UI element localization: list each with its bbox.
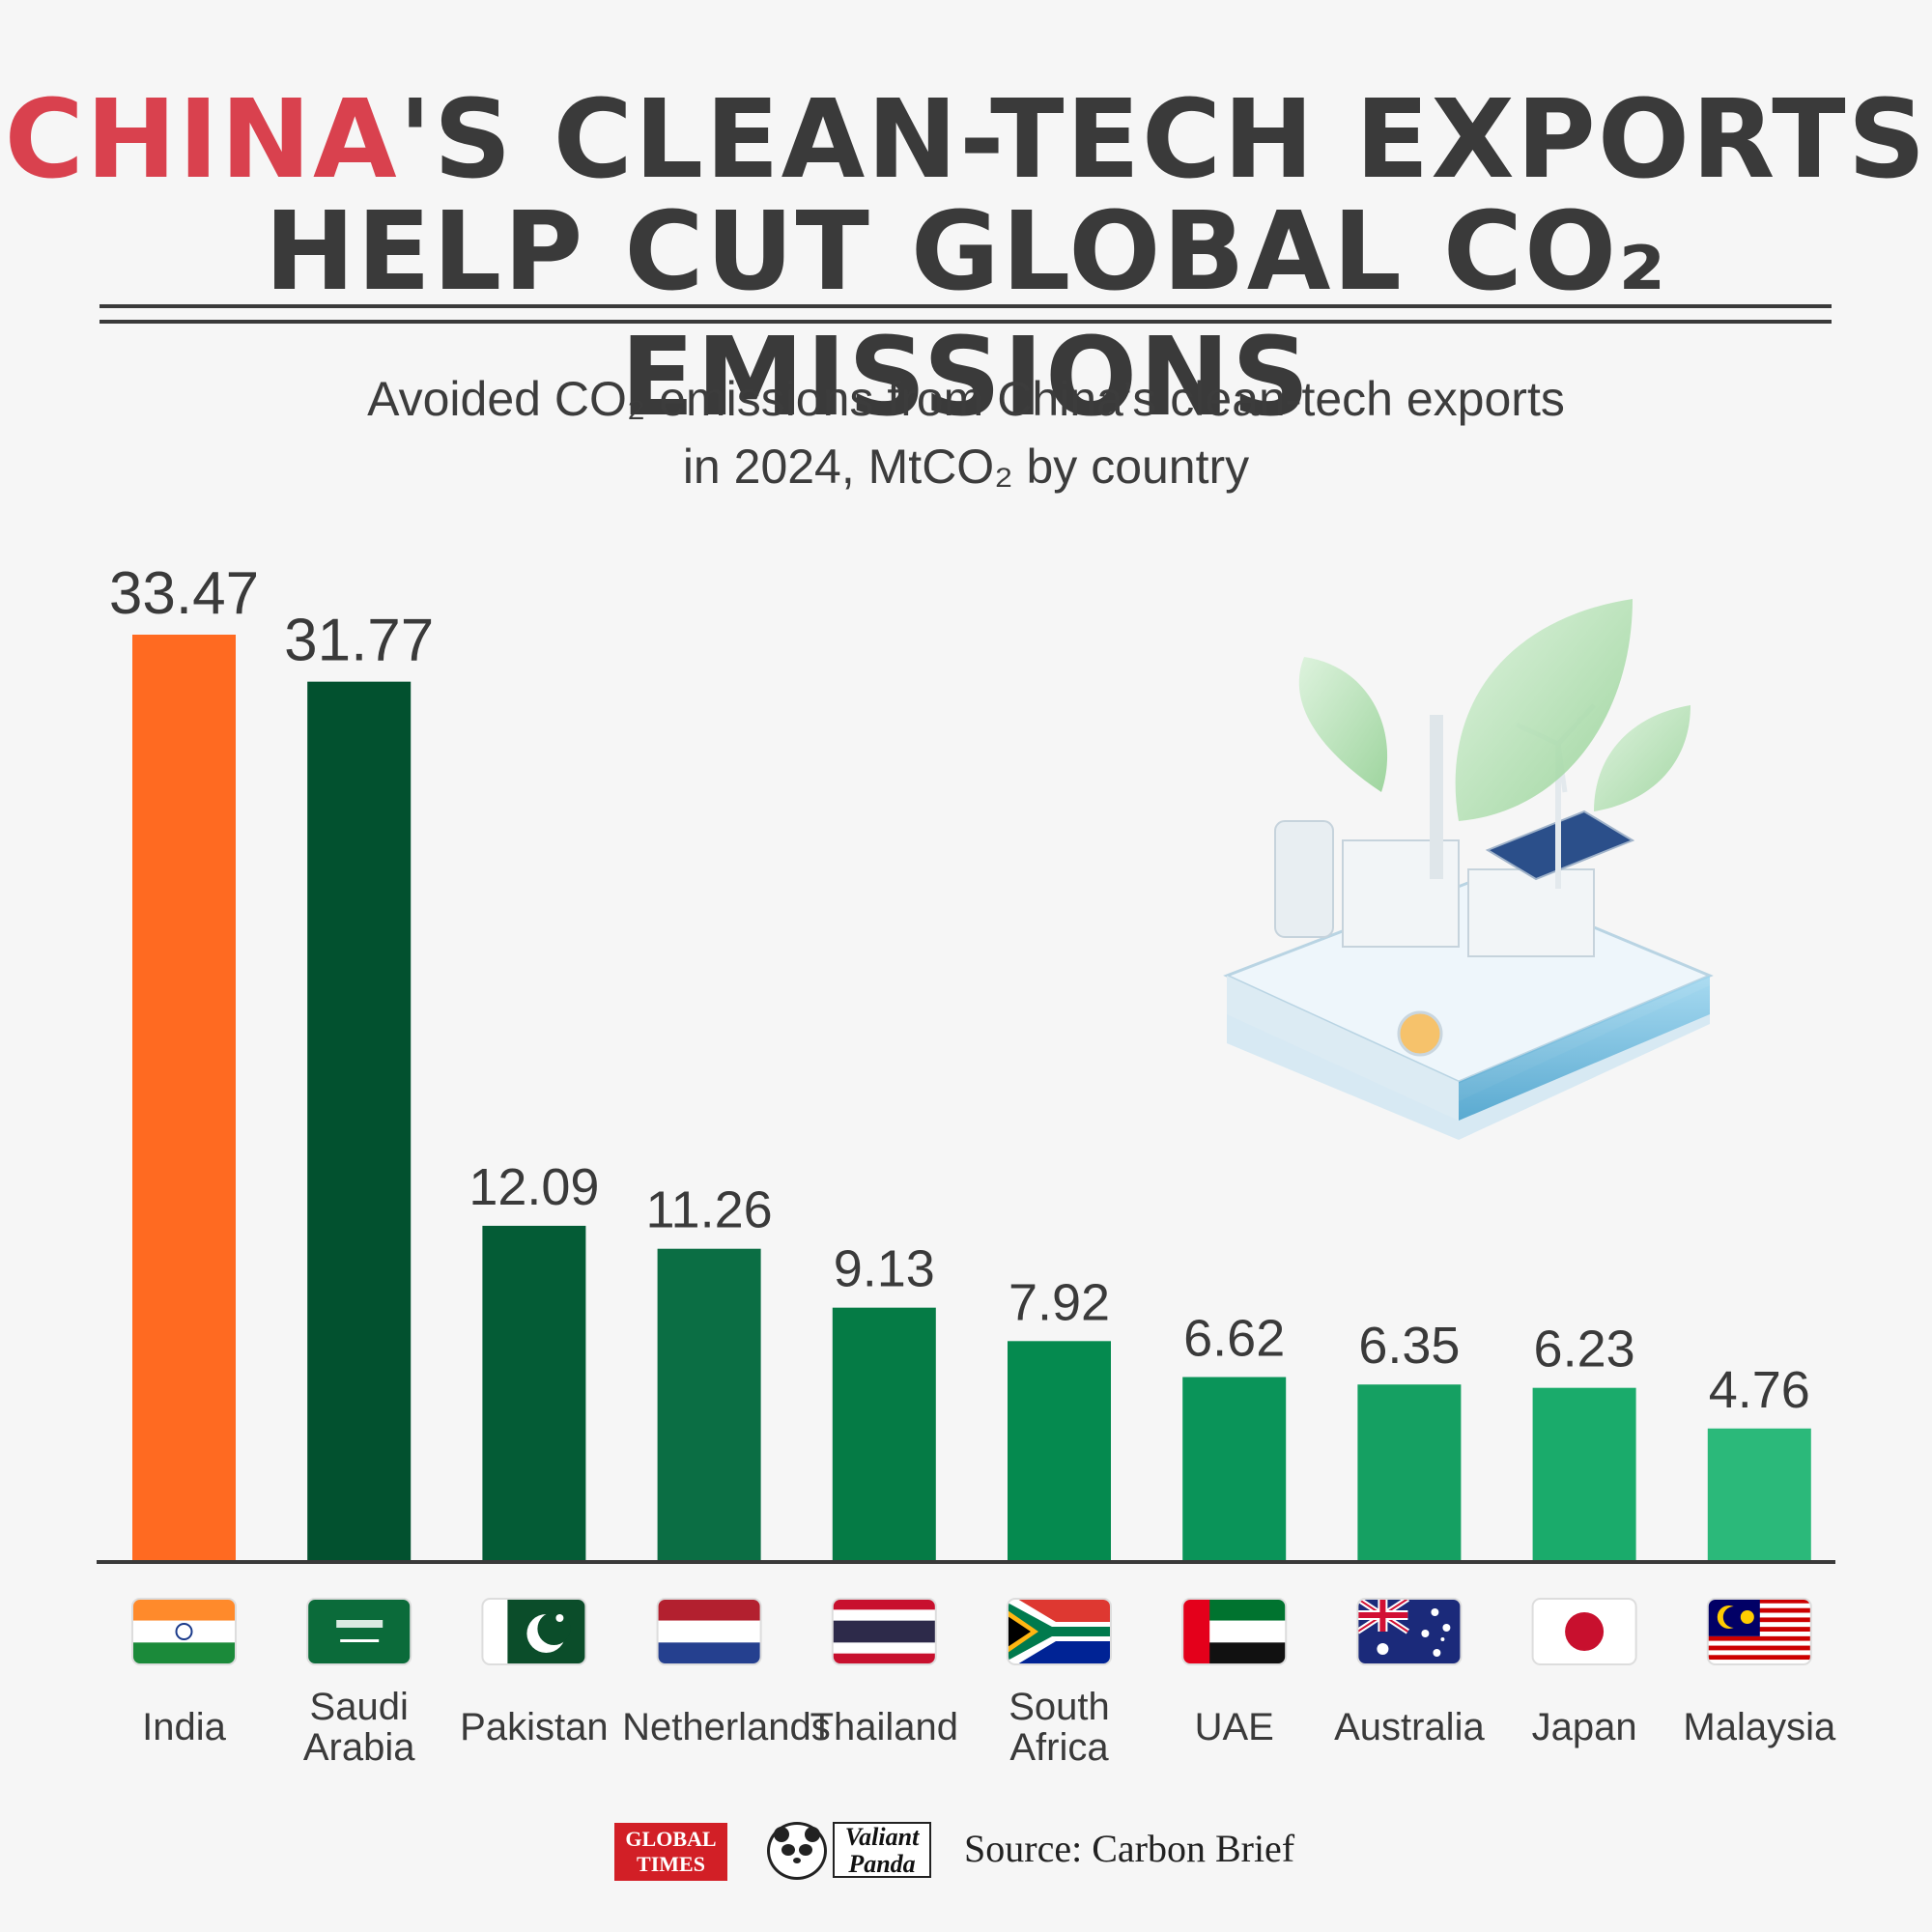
bar-value-label: 4.76 [1709,1361,1810,1419]
category-label: Saudi Arabia [272,1687,446,1768]
chart-subtitle-line-2: in 2024, MtCO₂ by country [682,440,1250,494]
category-label-line: Pakistan [460,1706,609,1748]
bar [1182,1377,1287,1560]
south-africa-flag [1007,1598,1112,1665]
bar [1532,1387,1636,1560]
japan-flag [1531,1598,1637,1665]
bar [1707,1428,1811,1560]
saudi-arabia-flag [306,1598,412,1665]
bar-value-label: 6.35 [1358,1317,1460,1375]
panda-icon [767,1822,827,1880]
bar-value-label: 6.62 [1183,1310,1285,1368]
category-label-line: Malaysia [1683,1706,1836,1748]
category-label: Malaysia [1672,1707,1846,1747]
category-label: Japan [1497,1707,1671,1747]
thailand-flag [831,1598,937,1665]
pakistan-flag [481,1598,587,1665]
category-label: Australia [1322,1707,1496,1747]
category-label-line: Saudi [309,1686,409,1728]
malaysia-flag [1706,1598,1812,1665]
bar-value-label: 33.47 [109,560,259,627]
category-label-line: India [142,1706,226,1748]
bar [1008,1341,1111,1560]
logo-line-1: Valiant [844,1823,920,1851]
category-label-line: Thailand [810,1706,959,1748]
global-times-logo: GLOBAL TIMES [614,1823,727,1881]
bar [657,1248,761,1560]
valiant-panda-logo: Valiant Panda [763,1818,933,1882]
x-axis-line [97,1560,1835,1564]
bar [832,1307,936,1560]
valiant-panda-wordmark: Valiant Panda [833,1822,931,1878]
title-divider-bottom [99,320,1832,324]
category-label: Pakistan [447,1707,621,1747]
bar-value-label: 7.92 [1009,1273,1110,1331]
category-label-line: Australia [1334,1706,1485,1748]
source-note: Source: Carbon Brief [964,1827,1295,1870]
category-label: Netherlands [622,1706,831,1748]
title-line-2: HELP CUT GLOBAL CO₂ EMISSIONS [264,189,1668,440]
category-label: India [98,1707,271,1747]
bar-value-label: 9.13 [834,1240,935,1298]
category-label-line: Netherlands [622,1706,831,1748]
title-rest: 'S CLEAN-TECH EXPORTS [398,77,1928,203]
clean-tech-illustration [1223,599,1714,1140]
title-line-1: CHINA'S CLEAN-TECH EXPORTS [0,77,1932,203]
bar [1357,1384,1462,1560]
bar-value-label: 12.09 [469,1158,599,1216]
chart-subtitle-line-1: Avoided CO₂ emissions from China's clean… [367,372,1565,426]
category-label: UAE [1148,1707,1321,1747]
bar [482,1225,586,1560]
bar [132,635,236,1560]
bar [307,681,412,1560]
title-divider-top [99,304,1832,308]
category-label: South Africa [973,1687,1147,1768]
netherlands-flag [656,1598,762,1665]
category-label-line: Africa [1009,1726,1109,1769]
category-label: Thailand [797,1707,971,1747]
india-flag [131,1598,237,1665]
category-label-line: Arabia [302,1726,415,1769]
bar-value-label: 11.26 [646,1181,773,1239]
uae-flag [1181,1598,1288,1665]
category-label-line: South [1009,1686,1110,1728]
australia-flag [1356,1598,1463,1665]
bar-value-label: 31.77 [284,608,434,674]
bar-value-label: 6.23 [1534,1321,1635,1378]
category-label-line: Japan [1531,1706,1637,1748]
logo-line-2: Panda [848,1850,916,1878]
title-accent: CHINA [4,77,399,203]
category-label-line: UAE [1194,1706,1274,1748]
